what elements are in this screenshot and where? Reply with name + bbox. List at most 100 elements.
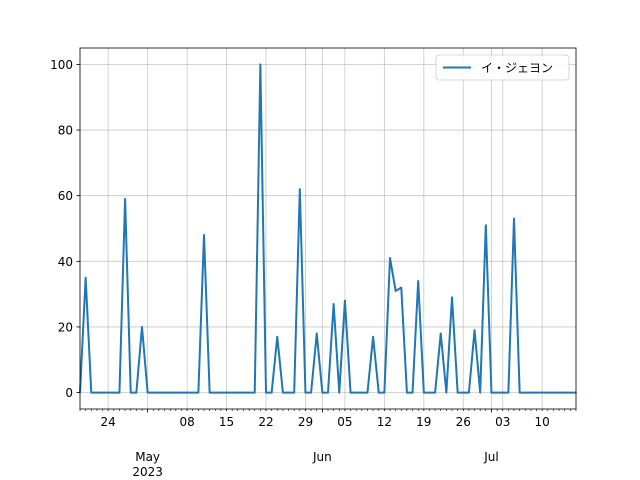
data-point	[394, 290, 397, 292]
y-tick-label: 100	[50, 58, 73, 72]
x-minor-tick-label: 15	[219, 415, 234, 429]
data-point	[186, 391, 188, 394]
data-point	[135, 391, 138, 394]
data-point	[541, 391, 543, 394]
data-point	[485, 224, 487, 227]
data-point	[490, 391, 493, 394]
data-point	[191, 391, 194, 394]
data-point	[411, 391, 414, 394]
data-point	[129, 391, 132, 394]
x-minor-tick-label: 03	[495, 415, 510, 429]
y-axis: 0 20 40 60 80 100	[50, 58, 80, 400]
data-point	[530, 391, 532, 394]
data-point	[259, 63, 262, 66]
x-minor-tick-label: 05	[337, 415, 352, 429]
data-point	[113, 391, 115, 394]
data-point	[366, 391, 369, 394]
data-point	[158, 391, 160, 394]
data-point	[349, 391, 352, 394]
data-point	[552, 391, 555, 394]
data-point	[265, 391, 267, 394]
data-point	[569, 391, 572, 394]
data-point	[344, 299, 346, 302]
data-point	[439, 332, 442, 335]
data-point	[434, 391, 436, 394]
x-major-tick-label: Jul	[483, 450, 498, 464]
data-point	[214, 391, 217, 394]
data-point	[118, 391, 121, 394]
data-point	[152, 391, 155, 394]
x-minor-tick-label: 24	[101, 415, 116, 429]
data-point	[535, 391, 538, 394]
data-point	[428, 391, 431, 394]
x-minor-tick-label: 19	[416, 415, 431, 429]
data-point	[287, 391, 290, 394]
data-point	[310, 391, 312, 394]
x-minor-tick-label: 12	[377, 415, 392, 429]
x-major-tick-label: May	[135, 450, 160, 464]
data-point	[146, 391, 149, 394]
data-point	[253, 391, 256, 394]
data-point	[507, 391, 510, 394]
data-point	[406, 391, 408, 394]
y-tick-label: 20	[58, 320, 73, 334]
data-point	[101, 391, 104, 394]
plot-area	[80, 48, 576, 409]
data-point	[383, 391, 386, 394]
data-point	[321, 391, 324, 394]
data-point	[84, 276, 87, 279]
grid	[80, 48, 576, 409]
data-point	[220, 391, 222, 394]
data-point	[327, 391, 329, 394]
data-point	[90, 391, 93, 394]
data-point	[124, 198, 126, 200]
data-point	[423, 391, 425, 394]
x-major-tick-year: 2023	[132, 465, 163, 479]
data-point	[276, 336, 279, 338]
data-point	[242, 391, 245, 394]
data-point	[208, 391, 211, 394]
data-point	[389, 257, 391, 259]
x-minor-tick-label: 26	[456, 415, 471, 429]
data-point	[372, 336, 374, 338]
series-layer	[79, 63, 577, 394]
data-point	[175, 391, 177, 394]
data-point	[107, 391, 109, 394]
data-point	[237, 391, 239, 394]
data-point	[513, 217, 515, 220]
data-point	[163, 391, 166, 394]
data-point	[169, 391, 171, 394]
data-point	[547, 391, 549, 394]
data-point	[445, 391, 448, 394]
data-point	[197, 391, 200, 394]
data-point	[304, 391, 307, 394]
data-point	[563, 391, 566, 394]
data-point	[355, 391, 357, 394]
data-point	[315, 332, 318, 335]
data-point	[180, 391, 183, 394]
data-point	[231, 391, 233, 394]
legend: イ・ジェヨン	[435, 54, 570, 81]
data-point	[462, 391, 465, 394]
data-point	[96, 391, 98, 394]
data-point	[400, 286, 403, 289]
y-tick-label: 0	[65, 386, 73, 400]
data-point	[270, 391, 273, 394]
data-point	[479, 391, 481, 394]
data-point	[473, 329, 476, 332]
legend-box	[435, 54, 570, 81]
data-point	[456, 391, 459, 394]
legend-label: イ・ジェヨン	[481, 61, 553, 75]
data-point	[282, 391, 284, 394]
data-point	[248, 391, 250, 394]
x-minor-tick-label: 22	[258, 415, 273, 429]
data-point	[518, 391, 521, 394]
data-point	[558, 391, 560, 394]
data-point	[468, 391, 470, 394]
data-point	[524, 391, 527, 394]
y-tick-label: 80	[58, 124, 73, 138]
y-tick-label: 60	[58, 189, 73, 203]
data-point	[338, 391, 341, 394]
